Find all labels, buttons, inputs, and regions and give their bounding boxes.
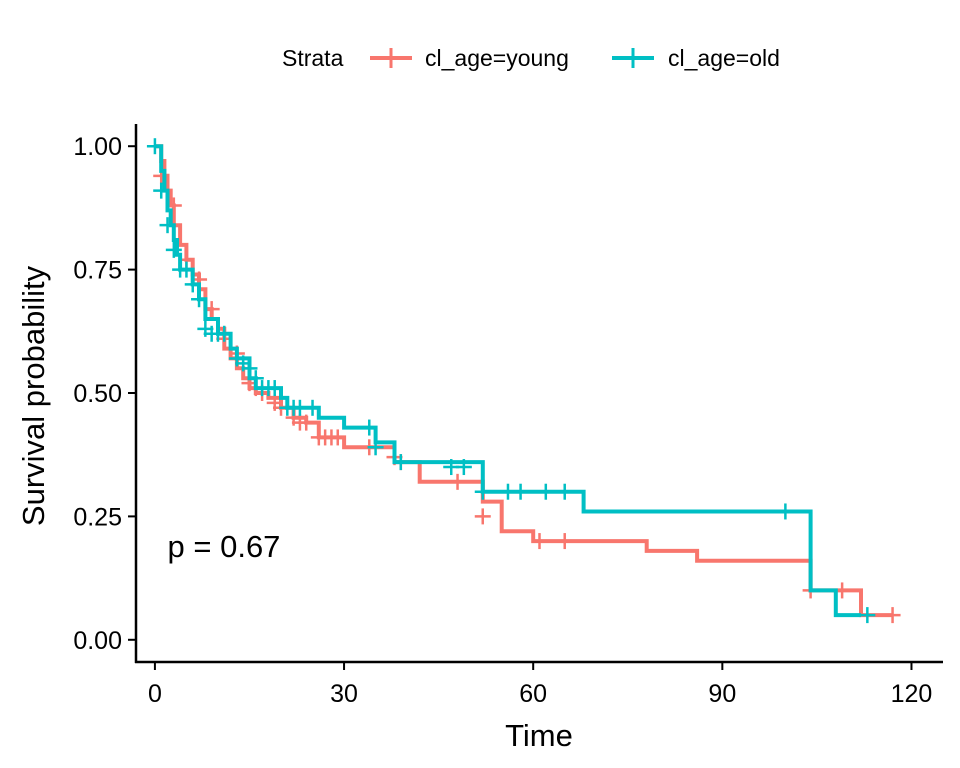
x-tick-label: 0 [148, 680, 162, 708]
censor-mark-old [512, 483, 529, 500]
censor-mark-old [153, 182, 170, 199]
legend-item-young: cl_age=young [370, 45, 569, 71]
x-tick-label: 90 [708, 680, 736, 708]
legend: Strata cl_age=young cl_age=old [282, 45, 780, 71]
y-axis-title: Survival probability [16, 265, 51, 526]
censor-mark-young [556, 533, 573, 550]
censor-mark-old [159, 217, 176, 234]
y-tick-label: 0.50 [73, 380, 122, 408]
censor-mark-old [537, 483, 554, 500]
censor-mark-old [247, 370, 264, 387]
censor-mark-old [216, 325, 233, 342]
y-tick-label: 0.25 [73, 503, 122, 531]
censor-mark-young [298, 414, 315, 431]
censor-mark-old [241, 360, 258, 377]
censor-mark-young [449, 473, 466, 490]
y-tick-label: 0.75 [73, 257, 122, 285]
axes: 0.00 0.25 0.50 0.75 1.00 0 30 60 90 120 [73, 124, 943, 708]
legend-label-young: cl_age=young [425, 45, 569, 71]
censor-mark-old [165, 241, 182, 258]
censor-mark-young [474, 508, 491, 525]
censor-mark-old [455, 459, 472, 476]
censor-mark-young [531, 533, 548, 550]
censor-mark-old [474, 483, 491, 500]
series-layer [146, 138, 901, 624]
y-tick-label: 1.00 [73, 133, 122, 161]
censor-mark-old [859, 607, 876, 624]
legend-item-old: cl_age=old [612, 45, 780, 71]
x-tick-label: 30 [330, 680, 358, 708]
censor-mark-old [146, 138, 163, 155]
censor-mark-old [178, 261, 195, 278]
censor-mark-old [556, 483, 573, 500]
censor-mark-old [367, 439, 384, 456]
p-value-annotation: p = 0.67 [168, 529, 281, 564]
y-tick-label: 0.00 [73, 627, 122, 655]
censor-mark-old [361, 419, 378, 436]
censor-mark-young [329, 429, 346, 446]
x-axis-title: Time [505, 718, 573, 753]
legend-label-old: cl_age=old [668, 45, 780, 71]
censor-mark-old [392, 454, 409, 471]
x-tick-label: 120 [891, 680, 933, 708]
censor-mark-old [191, 291, 208, 308]
censor-mark-old [777, 503, 794, 520]
censor-mark-old [304, 399, 321, 416]
x-tick-label: 60 [519, 680, 547, 708]
censor-mark-young [884, 607, 901, 624]
censor-mark-old [266, 380, 283, 397]
censor-mark-old [184, 276, 201, 293]
legend-title: Strata [282, 45, 344, 71]
